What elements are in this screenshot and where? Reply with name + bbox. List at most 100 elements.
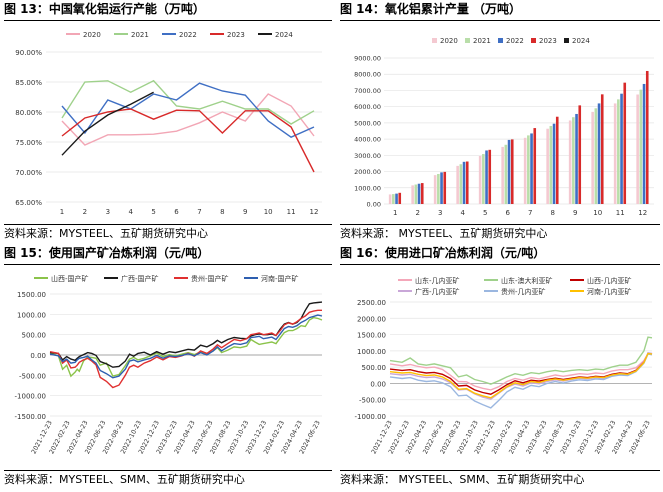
y-tick-label: 5000.00	[354, 119, 381, 127]
x-tick-label: 7	[528, 209, 532, 217]
bar-2023-2	[420, 183, 424, 204]
panel-title: 图 16：使用进口矿冶炼利润（元/吨）	[340, 246, 546, 260]
y-tick-label: 0.00	[370, 380, 386, 388]
bar-2020-9	[568, 120, 572, 204]
y-tick-label: 500.00	[22, 332, 47, 340]
bar-2021-1	[392, 194, 395, 204]
y-tick-label: 1000.00	[354, 184, 381, 192]
series-line-贵州-几内亚矿	[389, 353, 653, 409]
x-tick-label: 2	[416, 209, 420, 217]
x-tick-label: 12	[638, 209, 647, 217]
panel-imported-ore-profit: 图 16：使用进口矿冶炼利润（元/吨） -1000.00 -500.00 0.00 5…	[340, 244, 660, 492]
legend-swatch	[432, 38, 437, 43]
y-tick-label: 6000.00	[354, 103, 381, 111]
source-note: 资料来源： MYSTEEL、五矿期货研究中心	[340, 227, 548, 240]
y-tick-label: 4000.00	[354, 136, 381, 144]
panel-domestic-ore-profit: 图 15：使用国产矿冶炼利润（元/吨） -1500.00 -1000.00 -500…	[4, 244, 332, 492]
y-tick-label: 0.00	[367, 201, 381, 209]
legend-label: 2020	[83, 31, 101, 39]
x-tick-label: 5	[151, 208, 155, 216]
x-tick-label: 2	[83, 208, 87, 216]
bar-2022-7	[530, 133, 533, 204]
panel-capacity-utilization: 图 13：中国氧化铝运行产能（万吨） 65.00% 70.00% 75.00% 80.…	[4, 0, 332, 246]
title-rule	[340, 20, 660, 21]
bar-2020-12	[636, 94, 639, 204]
source-rule	[4, 470, 332, 471]
y-tick-label: 70.00%	[15, 169, 42, 177]
legend-swatch	[531, 38, 536, 43]
x-tick-label: 9	[243, 208, 247, 216]
y-tick-label: 2000.00	[354, 168, 381, 176]
bar-2023-3	[443, 171, 447, 204]
bar-2021-12	[639, 89, 643, 204]
bar-2023-6	[510, 139, 514, 204]
source-rule	[340, 470, 660, 471]
bar-2020-10	[591, 111, 594, 204]
bar-2021-11	[617, 99, 620, 204]
y-tick-label: 85.00%	[15, 79, 42, 87]
x-tick-label: 7	[197, 208, 201, 216]
y-tick-label: 75.00%	[15, 139, 42, 147]
y-tick-label: 65.00%	[15, 199, 42, 207]
bar-2022-4	[462, 161, 466, 204]
legend-label: 2022	[506, 37, 524, 45]
y-tick-label: 0.00	[30, 352, 46, 360]
x-tick-label: 1	[393, 209, 397, 217]
y-tick-label: -500.00	[359, 397, 386, 405]
x-tick-label: 10	[593, 209, 602, 217]
chart-domestic-ore-profit: -1500.00 -1000.00 -500.00 0.00 500.00 1000.00…	[15, 274, 323, 455]
bar-2023-10	[600, 94, 604, 204]
bar-2023-8	[555, 116, 559, 204]
series-line-山东-澳大利亚矿	[389, 336, 653, 385]
y-tick-label: 80.00%	[15, 109, 42, 117]
y-tick-label: -1000.00	[355, 413, 386, 421]
series-line-河南-国产矿	[49, 314, 323, 379]
legend-label: 山东-澳大利亚矿	[501, 276, 553, 285]
source-rule	[4, 224, 332, 225]
source-note: 资料来源：MYSTEEL、SMM、五矿期货研究中心	[4, 473, 245, 486]
title-rule	[340, 264, 660, 265]
bar-2022-9	[575, 113, 578, 204]
bar-2020-5	[478, 155, 482, 204]
bar-2022-12	[642, 83, 646, 204]
x-tick-label: 10	[264, 208, 273, 216]
panel-cumulative-output: 图 14：氧化铝累计产量 （万吨） 0.00 1000.00 2000.00 3000…	[340, 0, 660, 246]
y-tick-label: 8000.00	[354, 71, 381, 79]
bar-2021-2	[414, 184, 418, 204]
bar-2023-5	[488, 149, 492, 204]
legend-label: 河南-国产矿	[261, 274, 299, 283]
bar-2022-6	[507, 139, 511, 204]
x-tick-label: 4	[461, 209, 466, 217]
series-line-河南-几内亚矿	[389, 352, 653, 399]
panel-title: 图 13：中国氧化铝运行产能（万吨）	[4, 2, 205, 16]
legend-label: 贵州-国产矿	[191, 274, 229, 283]
legend-label: 山西-国产矿	[51, 274, 89, 283]
bar-2020-4	[456, 165, 459, 204]
bar-2023-11	[623, 82, 627, 204]
y-tick-label: 90.00%	[15, 49, 42, 57]
x-tick-label: 11	[287, 208, 296, 216]
bar-2021-4	[459, 164, 463, 204]
bar-2022-5	[485, 150, 488, 204]
panel-title: 图 14：氧化铝累计产量 （万吨）	[340, 2, 522, 16]
y-tick-label: 1500.00	[357, 332, 386, 340]
bar-2022-3	[440, 172, 443, 204]
legend-swatch	[498, 38, 503, 43]
y-tick-label: -500.00	[19, 372, 46, 380]
bar-2023-9	[578, 105, 582, 204]
bar-2022-1	[395, 193, 398, 204]
bar-2022-2	[417, 183, 421, 204]
bar-2022-11	[620, 93, 623, 204]
panel-title: 图 15：使用国产矿冶炼利润（元/吨）	[4, 246, 210, 260]
x-tick-label: 8	[220, 208, 224, 216]
y-tick-label: 2500.00	[357, 299, 386, 307]
legend-label: 2023	[227, 31, 245, 39]
x-tick-label: 3	[438, 209, 442, 217]
x-tick-label: 8	[551, 209, 555, 217]
y-tick-label: 500.00	[362, 364, 387, 372]
legend-label: 广西-国产矿	[121, 274, 159, 283]
source-note: 资料来源： MYSTEEL、SMM、五矿期货研究中心	[340, 473, 585, 486]
legend-label: 2022	[179, 31, 197, 39]
series-line-山东-几内亚矿	[389, 352, 653, 391]
bar-2021-5	[482, 154, 485, 204]
